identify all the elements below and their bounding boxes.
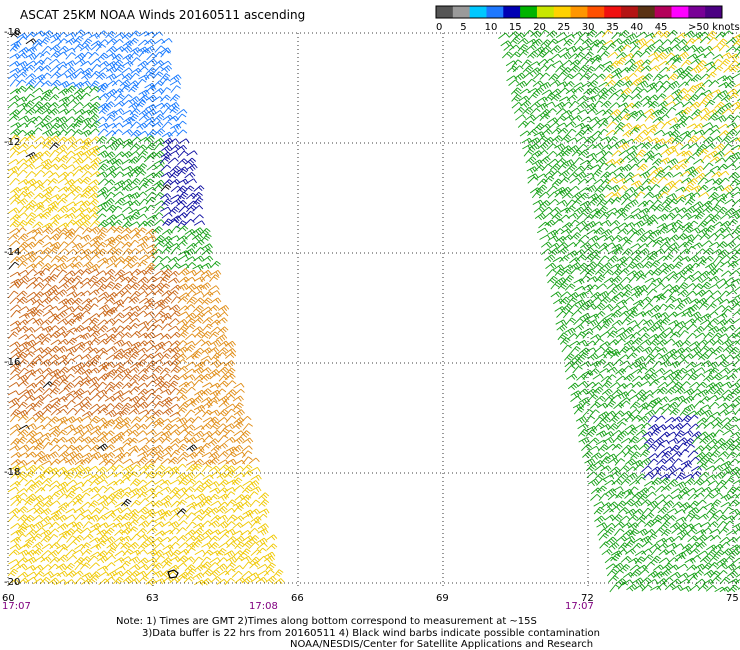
right-swath (498, 29, 740, 593)
legend-tick-label: 20 (533, 22, 546, 33)
legend-tick-label: 15 (509, 22, 522, 33)
longitude-label: 60 (2, 593, 15, 604)
longitude-label: 69 (436, 593, 449, 604)
longitude-label: 75 (726, 593, 739, 604)
legend-color-swatch (503, 6, 521, 18)
legend-color-swatch (688, 6, 706, 18)
longitude-label: 72 (581, 593, 594, 604)
legend-unit-label: >50 knots (688, 22, 740, 33)
wind-speed-legend: 0 5 10 15 20 25 30 35 40 45 >50 knots (435, 5, 740, 33)
time-label: 17:07 (2, 601, 31, 610)
legend-color-swatch (553, 6, 572, 18)
legend-tick-label: 30 (582, 22, 595, 33)
note-line-1: Note: 1) Times are GMT 2)Times along bot… (116, 616, 537, 627)
lat-lon-grid (7, 32, 740, 586)
legend-tick-label: 10 (485, 22, 498, 33)
legend-tick-label: 40 (630, 22, 643, 33)
legend-color-swatch (436, 6, 454, 18)
legend-color-swatch (705, 6, 723, 18)
legend-tick-label: 5 (460, 22, 466, 33)
latitude-label: -16 (4, 357, 20, 368)
legend-color-swatch (637, 6, 656, 18)
latitude-label: -14 (4, 247, 20, 258)
time-label: 17:08 (249, 601, 278, 610)
time-label: 17:07 (565, 601, 594, 610)
legend-color-swatch (486, 6, 504, 18)
legend-color-swatch (604, 6, 622, 18)
legend-color-swatch (621, 6, 639, 18)
legend-tick-label: 35 (606, 22, 619, 33)
note-line-2: 3)Data buffer is 22 hrs from 20160511 4)… (142, 628, 600, 639)
latitude-label: -12 (4, 137, 20, 148)
island-outline (167, 569, 179, 579)
latitude-label: -18 (4, 467, 20, 478)
longitude-label: 66 (291, 593, 304, 604)
longitude-label: 63 (146, 593, 159, 604)
legend-color-swatch (469, 6, 487, 18)
legend-tick-label: 0 (436, 22, 442, 33)
map-title: ASCAT 25KM NOAA Winds 20160511 ascending (20, 8, 306, 22)
latitude-label: -10 (4, 27, 20, 38)
legend-color-swatch (520, 6, 538, 18)
legend-color-swatch (570, 6, 588, 18)
note-line-3: NOAA/NESDIS/Center for Satellite Applica… (290, 639, 594, 650)
legend-color-swatch (671, 6, 689, 18)
legend-tick-label: 25 (558, 22, 571, 33)
legend-color-swatch (587, 6, 605, 18)
legend-color-swatch (536, 6, 555, 18)
wind-map: -10 -12 -14 -16 -18 -20 60 63 66 69 72 75 17:07 17:08… (2, 27, 740, 610)
legend-tick-label: 45 (655, 22, 668, 33)
axis-labels: -10 -12 -14 -16 -18 -20 60 63 66 69 72 75 17:07 17:08… (2, 27, 739, 610)
latitude-label: -20 (4, 577, 20, 588)
left-swath (7, 29, 285, 586)
legend-color-swatch (452, 6, 471, 18)
legend-color-swatch (654, 6, 673, 18)
